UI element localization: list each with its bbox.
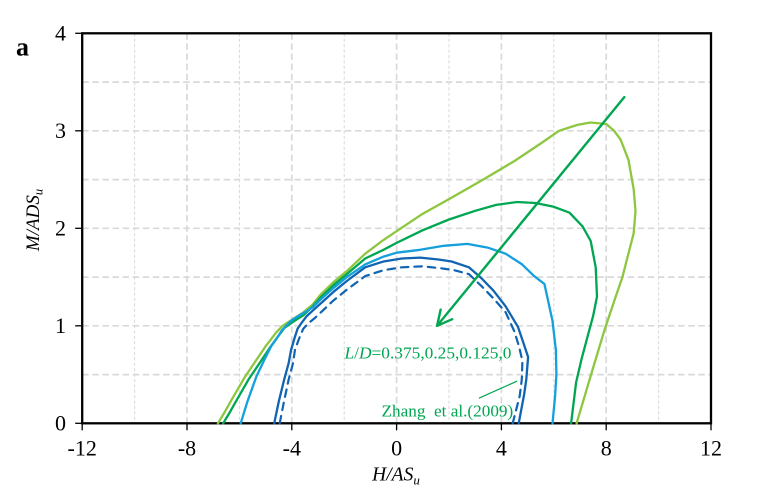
- svg-text:0: 0: [55, 411, 66, 436]
- svg-text:H/ASu: H/ASu: [371, 465, 420, 488]
- svg-text:1: 1: [55, 313, 66, 338]
- svg-text:Zhang et al.(2009): Zhang et al.(2009): [382, 402, 514, 421]
- svg-text:M/ADSu: M/ADSu: [23, 189, 46, 252]
- svg-text:8: 8: [601, 436, 612, 461]
- svg-text:3: 3: [55, 118, 66, 143]
- svg-text:a: a: [16, 33, 29, 62]
- svg-text:12: 12: [700, 436, 722, 461]
- svg-text:2: 2: [55, 216, 66, 241]
- svg-text:-4: -4: [283, 436, 301, 461]
- svg-text:L/D=0.375,0.25,0.125,0: L/D=0.375,0.25,0.125,0: [344, 344, 512, 363]
- svg-text:-12: -12: [68, 436, 97, 461]
- svg-text:4: 4: [55, 21, 66, 46]
- svg-text:0: 0: [391, 436, 402, 461]
- svg-text:4: 4: [496, 436, 507, 461]
- svg-text:-8: -8: [178, 436, 196, 461]
